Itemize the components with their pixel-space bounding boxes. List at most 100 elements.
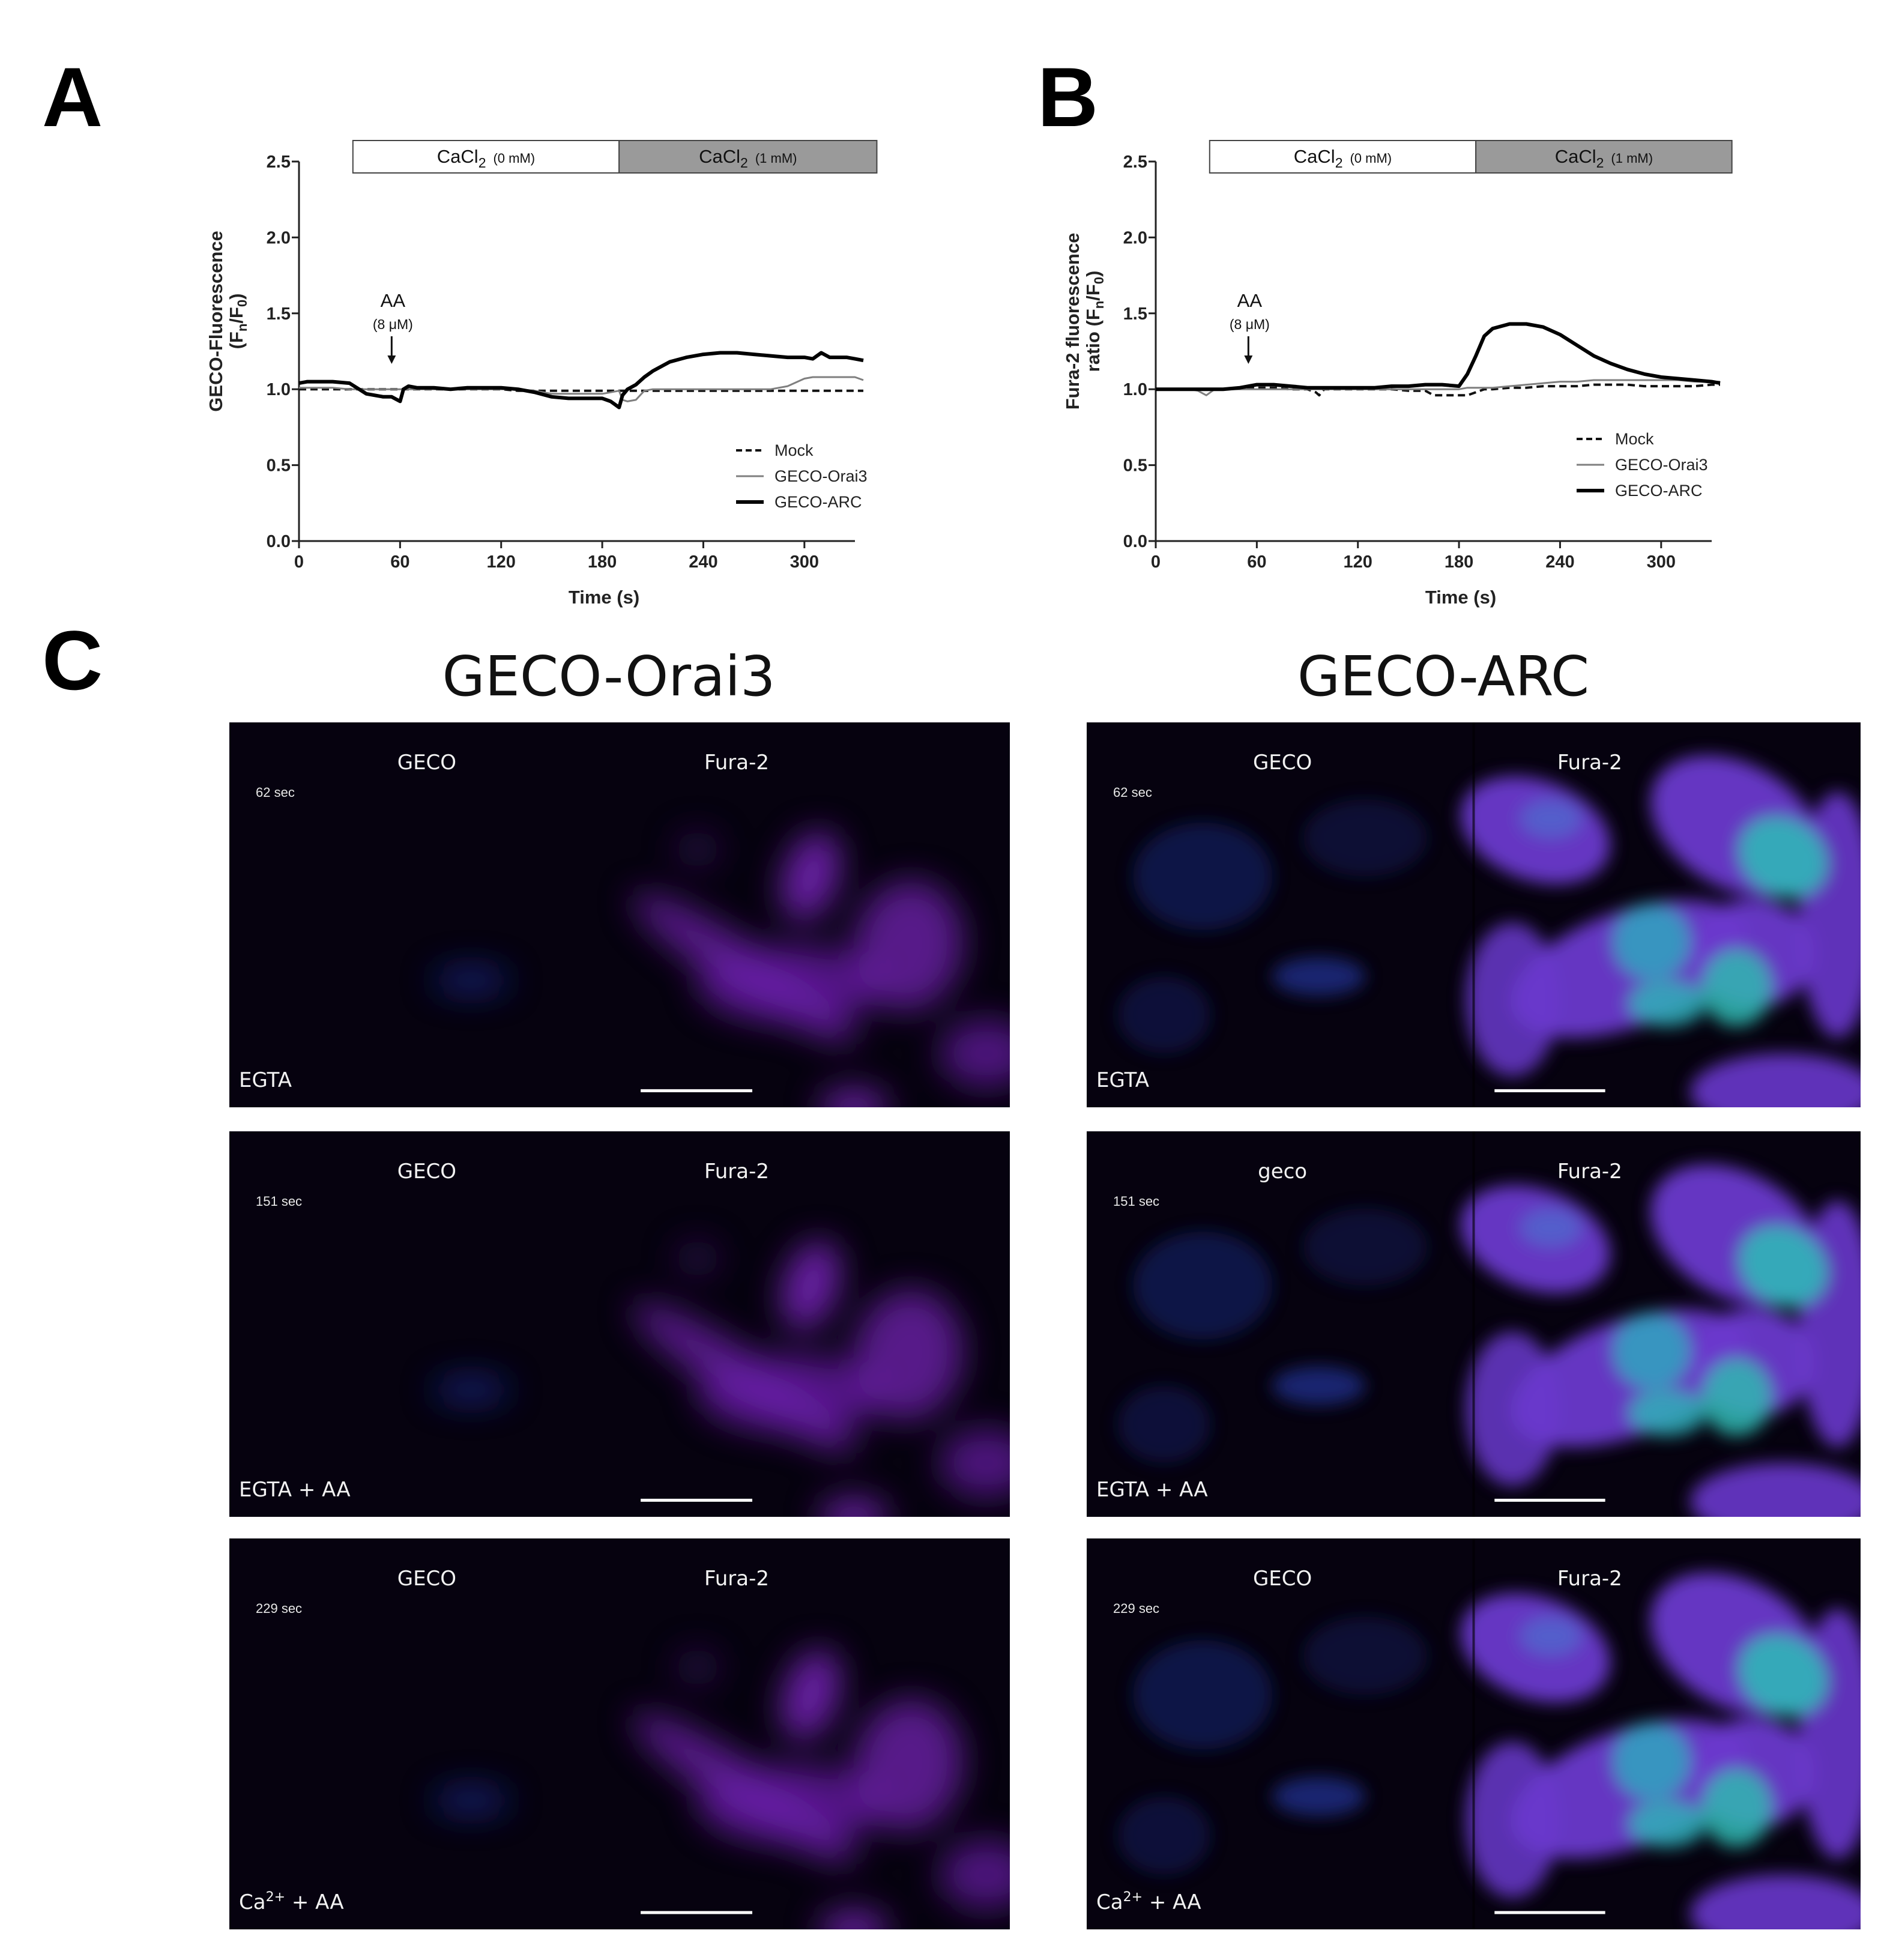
channel-label: Fura-2 bbox=[704, 1567, 769, 1591]
label-part: Ca bbox=[1096, 1890, 1123, 1914]
x-tick-label: 120 bbox=[1344, 552, 1372, 572]
channel-label: geco bbox=[1258, 1160, 1307, 1184]
cell bbox=[1690, 1053, 1861, 1107]
label-part: ) bbox=[1082, 271, 1104, 277]
micrograph: GECO Fura-2 229 sec Ca2+ + AA bbox=[229, 1538, 1010, 1929]
x-tick-label: 300 bbox=[790, 552, 819, 572]
cell bbox=[1701, 1769, 1772, 1848]
time-label: 151 sec bbox=[1113, 1194, 1159, 1209]
chart: 0.0 0.5 1.0 1.5 2.0 2.5 0 60 120 180 240 300 Time (s… bbox=[205, 140, 878, 608]
panel-letter: C bbox=[42, 613, 103, 707]
y-axis-label-line: ratio (Fn/F0) bbox=[1082, 271, 1107, 372]
x-tick-label: 180 bbox=[1445, 552, 1473, 572]
cell bbox=[1272, 1777, 1366, 1816]
cell bbox=[1303, 1208, 1428, 1286]
annotation-arrowhead bbox=[387, 355, 396, 364]
label-part: /F bbox=[226, 307, 247, 324]
x-tick-label: 300 bbox=[1647, 552, 1676, 572]
label-part: (0 mM) bbox=[1350, 151, 1392, 166]
cell bbox=[781, 1241, 841, 1331]
legend-label: GECO-Orai3 bbox=[774, 467, 868, 485]
channel-label: Fura-2 bbox=[1557, 751, 1622, 775]
cell bbox=[432, 1376, 510, 1403]
time-label: 229 sec bbox=[256, 1601, 302, 1616]
y-axis-label-line: GECO-Fluorescence bbox=[205, 231, 226, 411]
annotation-sub: (8 μM) bbox=[1230, 316, 1270, 332]
label-part: /F bbox=[1082, 284, 1104, 301]
condition-label: EGTA + AA bbox=[239, 1478, 351, 1502]
cell bbox=[1133, 822, 1273, 931]
condition-label: CaCl2 (0 mM) bbox=[437, 146, 535, 171]
cell bbox=[1738, 1634, 1828, 1717]
channel-label: Fura-2 bbox=[704, 1160, 769, 1184]
micrograph: GECO Fura-2 151 sec EGTA + AA bbox=[229, 1131, 1010, 1517]
condition-label: CaCl2 (0 mM) bbox=[1294, 146, 1392, 171]
cell bbox=[674, 830, 721, 869]
panel-letter: B bbox=[1037, 50, 1098, 144]
cell bbox=[1628, 1390, 1706, 1436]
cell bbox=[818, 1087, 889, 1107]
y-tick-label: 2.0 bbox=[267, 228, 291, 247]
cell bbox=[432, 1786, 510, 1814]
cells bbox=[432, 1648, 1010, 1929]
x-tick-label: 0 bbox=[294, 552, 304, 572]
cell bbox=[1690, 1463, 1861, 1517]
condition-label: Ca2+ + AA bbox=[239, 1890, 344, 1914]
label-part: CaCl bbox=[1294, 146, 1335, 167]
y-axis-label: Fura-2 fluorescence ratio (Fn/F0) bbox=[1062, 233, 1107, 410]
label-part: Fura-2 fluorescence bbox=[1062, 233, 1083, 410]
micrograph: GECO Fura-2 62 sec EGTA bbox=[1087, 722, 1861, 1107]
cell bbox=[1690, 1874, 1861, 1929]
legend-label: Mock bbox=[1615, 430, 1654, 448]
y-tick-label: 2.5 bbox=[1123, 153, 1147, 172]
cell bbox=[1613, 903, 1691, 981]
cell bbox=[1303, 1617, 1428, 1695]
y-tick-label: 1.0 bbox=[1123, 380, 1147, 399]
channel-label: GECO bbox=[397, 1160, 456, 1184]
cell bbox=[1701, 949, 1772, 1027]
channel-label: Fura-2 bbox=[704, 751, 769, 775]
y-tick-label: 0.0 bbox=[267, 532, 291, 551]
label-part: 2 bbox=[1335, 155, 1343, 171]
cell bbox=[674, 1648, 721, 1687]
label-part: n bbox=[235, 324, 250, 331]
label-part: (F bbox=[226, 331, 247, 349]
cell bbox=[1798, 1200, 1861, 1448]
x-tick-label: 240 bbox=[689, 552, 717, 572]
time-label: 151 sec bbox=[256, 1194, 302, 1209]
cell bbox=[1628, 980, 1706, 1027]
time-label: 229 sec bbox=[1113, 1601, 1159, 1616]
legend-label: GECO-ARC bbox=[774, 493, 862, 511]
y-tick-label: 0.5 bbox=[267, 456, 291, 476]
annotation: AA bbox=[1237, 290, 1263, 311]
label-part: 2+ bbox=[266, 1890, 285, 1905]
column-title: GECO-Orai3 bbox=[442, 644, 775, 709]
y-tick-label: 1.0 bbox=[267, 380, 291, 399]
cell bbox=[1466, 922, 1559, 1077]
cell bbox=[1738, 816, 1828, 898]
y-tick-label: 0.0 bbox=[1123, 532, 1147, 551]
label-part: 2 bbox=[479, 155, 486, 171]
cell bbox=[1738, 1225, 1828, 1307]
label-part: 2 bbox=[1596, 155, 1604, 171]
cell bbox=[1133, 1640, 1273, 1750]
cells bbox=[432, 1239, 1010, 1517]
cell bbox=[1117, 1796, 1211, 1875]
label-part: (1 mM) bbox=[1611, 151, 1653, 166]
x-tick-label: 180 bbox=[588, 552, 617, 572]
cell bbox=[1613, 1722, 1691, 1801]
cell bbox=[1272, 1366, 1366, 1405]
cell bbox=[674, 1239, 721, 1278]
y-tick-label: 2.0 bbox=[1123, 228, 1147, 247]
cell bbox=[1117, 1385, 1211, 1463]
annotation-arrowhead bbox=[1244, 355, 1253, 364]
label-part: EGTA + AA bbox=[1096, 1478, 1208, 1502]
y-axis-label-line: (Fn/F0) bbox=[226, 294, 250, 349]
label-part: EGTA bbox=[239, 1068, 292, 1092]
cell bbox=[1613, 1312, 1691, 1390]
annotation: AA bbox=[381, 290, 406, 311]
label-part: n bbox=[1091, 301, 1107, 309]
cells bbox=[1117, 755, 1861, 1107]
